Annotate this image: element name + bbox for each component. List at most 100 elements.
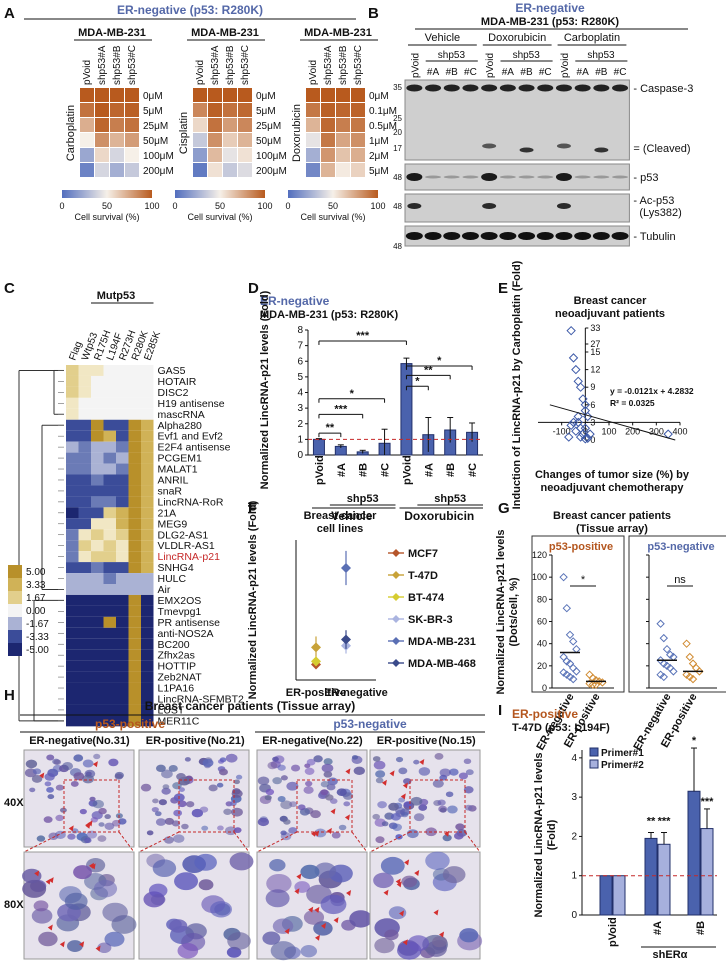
heatmap-dose-label: 0μM	[256, 91, 276, 102]
panel-f-legend-label: BT-474	[408, 592, 445, 604]
heatmap-c-cell	[141, 693, 154, 705]
histology-nucleus	[97, 942, 112, 954]
legend-c-value: -1.67	[26, 619, 49, 630]
histology-nucleus	[191, 808, 204, 818]
heatmap-c-cell	[141, 518, 154, 530]
panel-g-point	[591, 680, 601, 689]
histology-arrowhead	[311, 830, 317, 837]
blot-label-caspase3: - Caspase-3	[633, 83, 693, 95]
heatmap-c-cell	[103, 452, 116, 464]
histology-nucleus	[158, 799, 167, 806]
heatmap-c-cell	[128, 562, 141, 574]
heatmap-c-cell	[116, 605, 129, 617]
heatmap-c-cell	[116, 682, 129, 694]
histology-nucleus	[289, 801, 298, 808]
histology-nucleus	[280, 775, 288, 781]
heatmap-c-cell	[141, 365, 154, 376]
panel-i-ytick-label: 1	[571, 871, 577, 882]
heatmap-c-cell	[116, 584, 129, 595]
panel-f-point	[311, 656, 321, 667]
panel-g-point	[562, 670, 572, 679]
heatmap-c-cell	[116, 375, 129, 387]
panel-i-legend-label: Primer#1	[601, 748, 644, 759]
panel-h-col-er: ER-positive	[377, 735, 438, 747]
heatmap-c-cell	[103, 682, 116, 694]
heatmap-cell	[223, 88, 237, 102]
histology-arrowhead	[419, 759, 425, 766]
heatmap-c-cell	[128, 649, 141, 661]
blot-band	[555, 84, 572, 92]
blot-band	[519, 147, 534, 153]
blot-lane-label: #C	[539, 67, 552, 78]
blot-band	[462, 175, 479, 179]
panel-d-ytick-label: 5	[297, 372, 303, 383]
histology-nucleus	[233, 779, 240, 785]
heatmap-c-cell	[91, 682, 104, 694]
blot-band	[425, 175, 442, 179]
histology-nucleus	[184, 757, 191, 762]
heatmap-c-cell	[78, 715, 91, 727]
heatmap-c-cell	[78, 452, 91, 464]
heatmap-c-cell	[91, 397, 104, 409]
heatmap-c-cell	[78, 649, 91, 661]
heatmap-c-cell	[128, 638, 141, 650]
heatmap-cell	[336, 88, 350, 102]
heatmap-c-cell	[128, 605, 141, 617]
heatmap-c-cell	[128, 397, 141, 409]
histology-nucleus	[79, 808, 87, 815]
heatmap-c-cell	[141, 419, 154, 431]
lncrna-label: ANRIL	[158, 475, 189, 487]
heatmap-c-cell	[66, 419, 79, 431]
zoom-connector	[256, 831, 298, 853]
panel-e-ytick-label: 15	[590, 347, 600, 357]
histology-nucleus	[313, 921, 333, 936]
blot-band	[593, 175, 610, 179]
lncrna-label: DLG2-AS1	[158, 529, 209, 541]
heatmap-dose-label: 1μM	[369, 136, 389, 147]
histology-nucleus	[374, 937, 395, 954]
heatmap-c-cell	[91, 441, 104, 453]
heatmap-c-cell	[103, 704, 116, 716]
histology-nucleus	[257, 776, 270, 786]
panel-e-xtick-label: 400	[672, 426, 687, 436]
histology-nucleus	[154, 811, 162, 817]
heatmap-c-cell	[91, 408, 104, 420]
panel-g-point	[562, 603, 572, 613]
heatmap-c-cell	[103, 693, 116, 705]
heatmap-c-cell	[66, 430, 79, 442]
histology-nucleus	[447, 805, 458, 814]
panel-f-point	[341, 563, 351, 573]
heatmap-c-cell	[128, 584, 141, 595]
histology-nucleus	[73, 865, 92, 880]
histology-nucleus	[314, 862, 337, 879]
blot-band	[499, 175, 516, 179]
blot-sh-label: shp53	[513, 50, 541, 61]
heatmap-c-cell	[103, 638, 116, 650]
heatmap-c-cell	[103, 507, 116, 519]
histology-nucleus	[373, 872, 394, 889]
histology-nucleus	[325, 794, 334, 801]
heatmap-cell	[306, 88, 320, 102]
histology-nucleus	[432, 936, 448, 948]
panel-g-point	[568, 637, 578, 646]
histology-nucleus	[82, 774, 94, 784]
histology-nucleus	[218, 768, 228, 776]
heatmap-c-cell	[103, 463, 116, 475]
panel-e-point	[580, 400, 591, 410]
sig-star: **	[326, 422, 335, 434]
zoom-connector	[369, 831, 411, 853]
heatmap-c-cell	[78, 408, 91, 420]
heatmap-cell	[208, 118, 222, 132]
histology-nucleus	[55, 784, 64, 791]
panel-g-point	[572, 645, 581, 654]
heatmap-c-cell	[78, 562, 91, 574]
histology-nucleus	[398, 797, 406, 803]
histology-nucleus	[395, 834, 403, 840]
heatmap-c-cell	[116, 551, 129, 563]
heatmap-cell	[306, 118, 320, 132]
blot-lane-label: pVoid	[485, 53, 496, 78]
heatmap-col-label: shp53#C	[127, 45, 138, 85]
histology-nucleus	[223, 808, 232, 815]
histology-nucleus	[465, 769, 474, 776]
heatmap-c-cell	[116, 562, 129, 574]
